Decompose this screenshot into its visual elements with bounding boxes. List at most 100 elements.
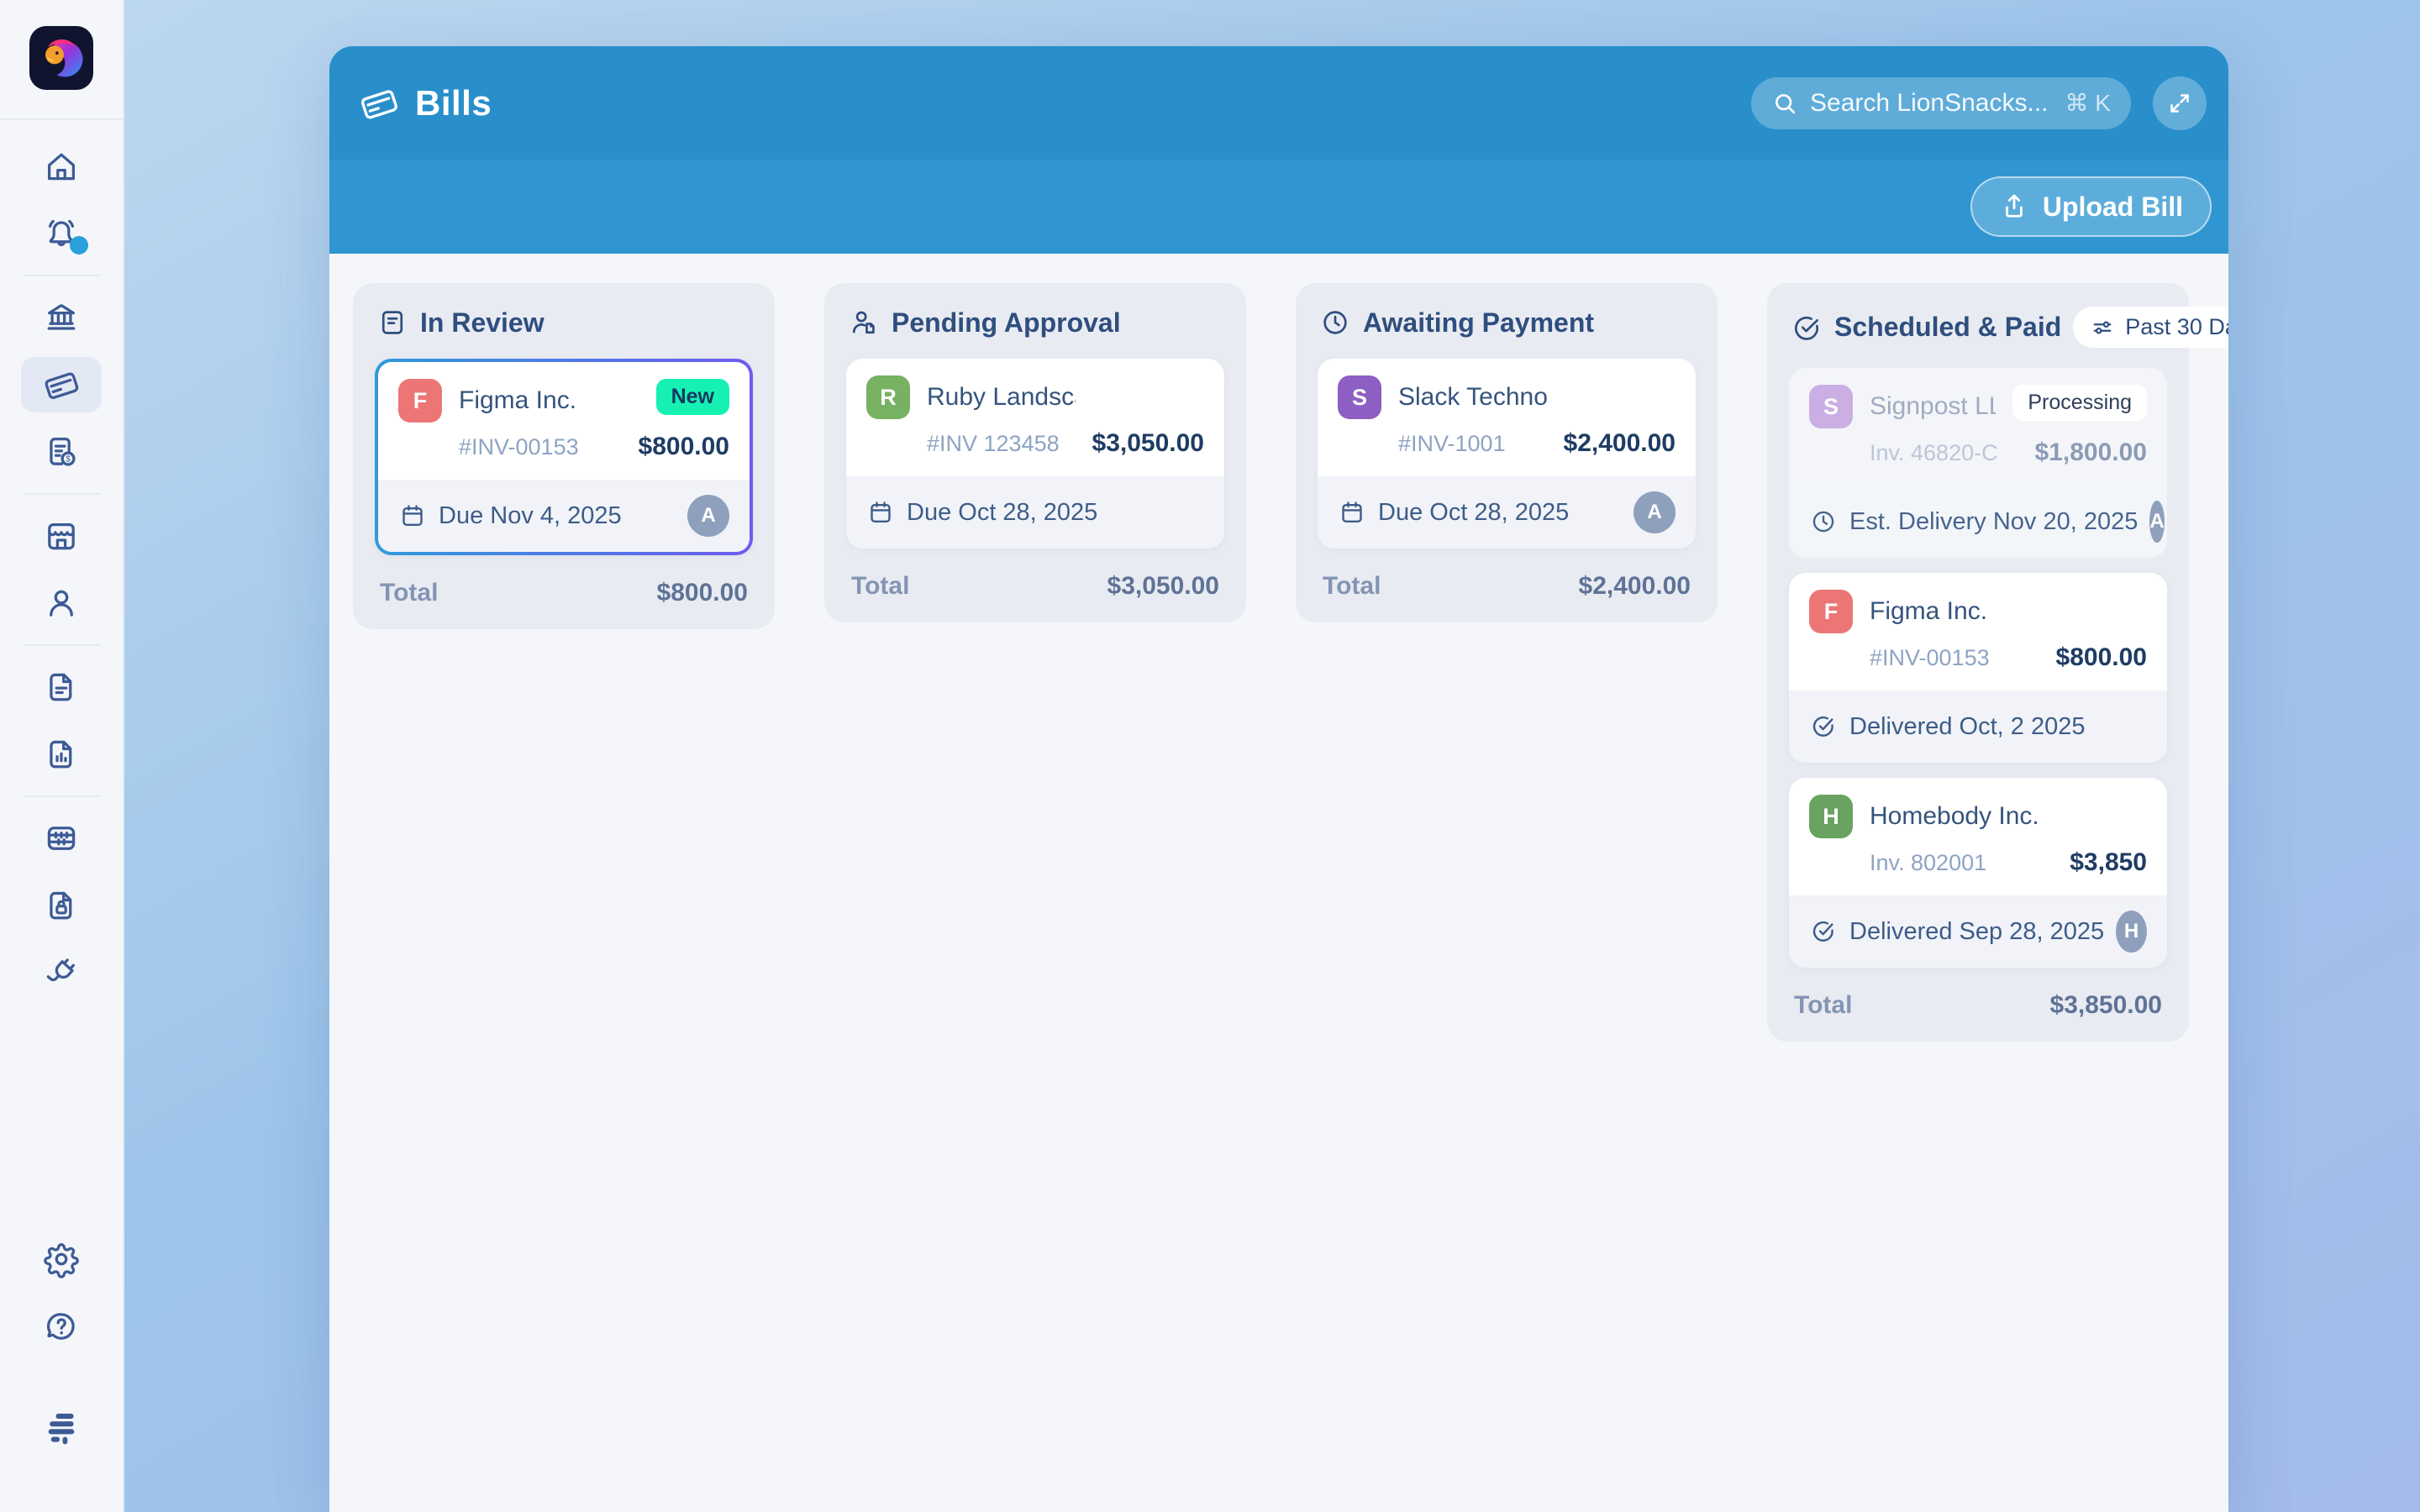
sidebar-item-integrations[interactable] [21, 945, 102, 1000]
due-date: Due Oct 28, 2025 [1378, 498, 1570, 526]
delivered-date: Delivered Oct, 2 2025 [1849, 712, 2086, 740]
column-total: Total $3,050.00 [846, 572, 1224, 601]
upload-bill-button[interactable]: Upload Bill [1970, 176, 2212, 237]
sidebar-nav: $ [21, 120, 102, 1012]
sidebar-item-reports[interactable] [21, 727, 102, 782]
sidebar-item-settings[interactable] [21, 1231, 102, 1287]
column-scheduled-paid: Scheduled & Paid Past 30 Days S Signpost… [1767, 283, 2228, 1042]
bill-amount: $3,050.00 [1092, 429, 1204, 457]
total-label: Total [1794, 991, 1853, 1019]
search-input[interactable]: Search LionSnacks... ⌘ K [1751, 76, 2131, 129]
title-group: Bills [358, 82, 492, 124]
bill-card[interactable]: H Homebody Inc. Inv. 802001 $3,850 Deliv… [1789, 778, 2167, 968]
due-date: Due Nov 4, 2025 [439, 501, 622, 529]
card-footer: Due Oct 28, 2025 A [1318, 476, 1696, 549]
status-badge: New [655, 379, 729, 415]
vendor-avatar: H [1809, 795, 1853, 838]
vendor-name: Signpost LLC. [1870, 392, 1996, 420]
sidebar-item-help[interactable] [21, 1299, 102, 1354]
sidebar-item-bills[interactable] [21, 357, 102, 412]
sidebar-item-home[interactable] [21, 139, 102, 194]
sidebar-item-documents[interactable] [21, 659, 102, 715]
expand-button[interactable] [2153, 76, 2207, 130]
bill-card[interactable]: F Figma Inc. #INV-00153 $800.00 Delivere… [1789, 573, 2167, 763]
assignee-avatar[interactable]: A [2149, 501, 2165, 543]
divider [23, 795, 100, 797]
column-title: Awaiting Payment [1363, 307, 1595, 338]
total-value: $3,850.00 [2049, 991, 2162, 1019]
card-main: F Figma Inc. #INV-00153 $800.00 [1789, 573, 2167, 690]
card-main: R Ruby Landscape M… #INV 123458 $3,050.0… [846, 359, 1224, 476]
sidebar-item-batches[interactable] [21, 811, 102, 866]
card-footer: Due Oct 28, 2025 [846, 476, 1224, 549]
past-30-days-filter[interactable]: Past 30 Days [2073, 307, 2228, 348]
invoice-number: #INV-1001 [1398, 430, 1506, 456]
plug-icon [46, 958, 75, 982]
calendar-icon [871, 501, 891, 522]
clock-icon [1812, 511, 1834, 533]
toolbar: Upload Bill [329, 160, 2228, 254]
column-title: In Review [420, 307, 544, 338]
page-title: Bills [415, 82, 492, 123]
bill-amount: $800.00 [638, 433, 729, 460]
sidebar-item-secure-files[interactable] [21, 878, 102, 933]
invoice-number: Inv. 802001 [1870, 849, 1987, 875]
divider [23, 644, 100, 646]
bill-amount: $1,800.00 [2034, 438, 2147, 466]
column-awaiting-payment: Awaiting Payment S Slack Technologies #I… [1296, 283, 1718, 622]
app-logo[interactable] [29, 26, 93, 90]
bank-icon [47, 304, 76, 330]
file-lock-icon [50, 891, 72, 920]
invoice-number: #INV-00153 [1870, 644, 1990, 670]
file-text-icon [50, 673, 72, 701]
card-footer: Est. Delivery Nov 20, 2025 A [1789, 486, 2167, 558]
vendor-name: Figma Inc. [1870, 597, 1988, 625]
column-header: Awaiting Payment [1319, 307, 1694, 339]
sidebar-brand-mark[interactable] [21, 1399, 102, 1455]
main-panel: Bills Search LionSnacks... ⌘ K Up [329, 46, 2228, 1512]
assignee-avatar[interactable]: A [1634, 491, 1676, 533]
sidebar-item-invoices[interactable]: $ [21, 424, 102, 480]
total-label: Total [1323, 572, 1381, 600]
sidebar-item-notifications[interactable] [21, 206, 102, 261]
assignee-avatar[interactable]: A [687, 495, 729, 537]
delivered-date: Delivered Sep 28, 2025 [1849, 917, 2105, 945]
assignee-avatar[interactable]: H [2116, 911, 2147, 953]
vendor-avatar: S [1809, 385, 1853, 428]
due-date: Due Oct 28, 2025 [907, 498, 1098, 526]
bill-card[interactable]: F Figma Inc. New #INV-00153 $800.00 Due … [375, 359, 753, 555]
bill-amount: $800.00 [2055, 643, 2147, 671]
sidebar-item-profile[interactable] [21, 575, 102, 631]
clock-icon [1323, 311, 1347, 334]
person-file-icon [852, 311, 875, 334]
check-circle-icon [1812, 921, 1833, 942]
bill-card[interactable]: S Slack Technologies #INV-1001 $2,400.00… [1318, 359, 1696, 549]
credit-card-icon [360, 89, 397, 118]
calendar-icon [1342, 501, 1362, 522]
card-footer: Delivered Sep 28, 2025 H [1789, 895, 2167, 968]
card-main: S Slack Technologies #INV-1001 $2,400.00 [1318, 359, 1696, 476]
kanban-board: In Review F Figma Inc. New #INV-00153 $8… [353, 283, 2228, 1042]
help-bubble-icon [46, 1313, 75, 1340]
bell-icon [48, 219, 75, 247]
divider [23, 275, 100, 276]
check-circle-icon [1794, 316, 1819, 340]
page-header: Bills Search LionSnacks... ⌘ K [329, 46, 2228, 160]
bill-card[interactable]: S Signpost LLC. Processing Inv. 46820-C … [1789, 368, 2167, 558]
bill-amount: $3,850 [2070, 848, 2147, 876]
vendor-avatar: F [1809, 590, 1853, 633]
bill-card[interactable]: R Ruby Landscape M… #INV 123458 $3,050.0… [846, 359, 1224, 549]
credit-card-icon [45, 372, 79, 400]
sidebar-item-bank[interactable] [21, 290, 102, 345]
home-icon [47, 153, 76, 181]
total-label: Total [851, 572, 910, 600]
divider [23, 493, 100, 495]
person-icon [50, 590, 73, 617]
upload-bill-label: Upload Bill [2042, 191, 2183, 222]
column-pending-approval: Pending Approval R Ruby Landscape M… #IN… [824, 283, 1246, 622]
batch-table-icon [47, 827, 76, 850]
column-in-review: In Review F Figma Inc. New #INV-00153 $8… [353, 283, 775, 629]
total-value: $800.00 [656, 579, 748, 606]
sidebar-item-vendors[interactable] [21, 508, 102, 564]
file-chart-icon [50, 740, 72, 769]
